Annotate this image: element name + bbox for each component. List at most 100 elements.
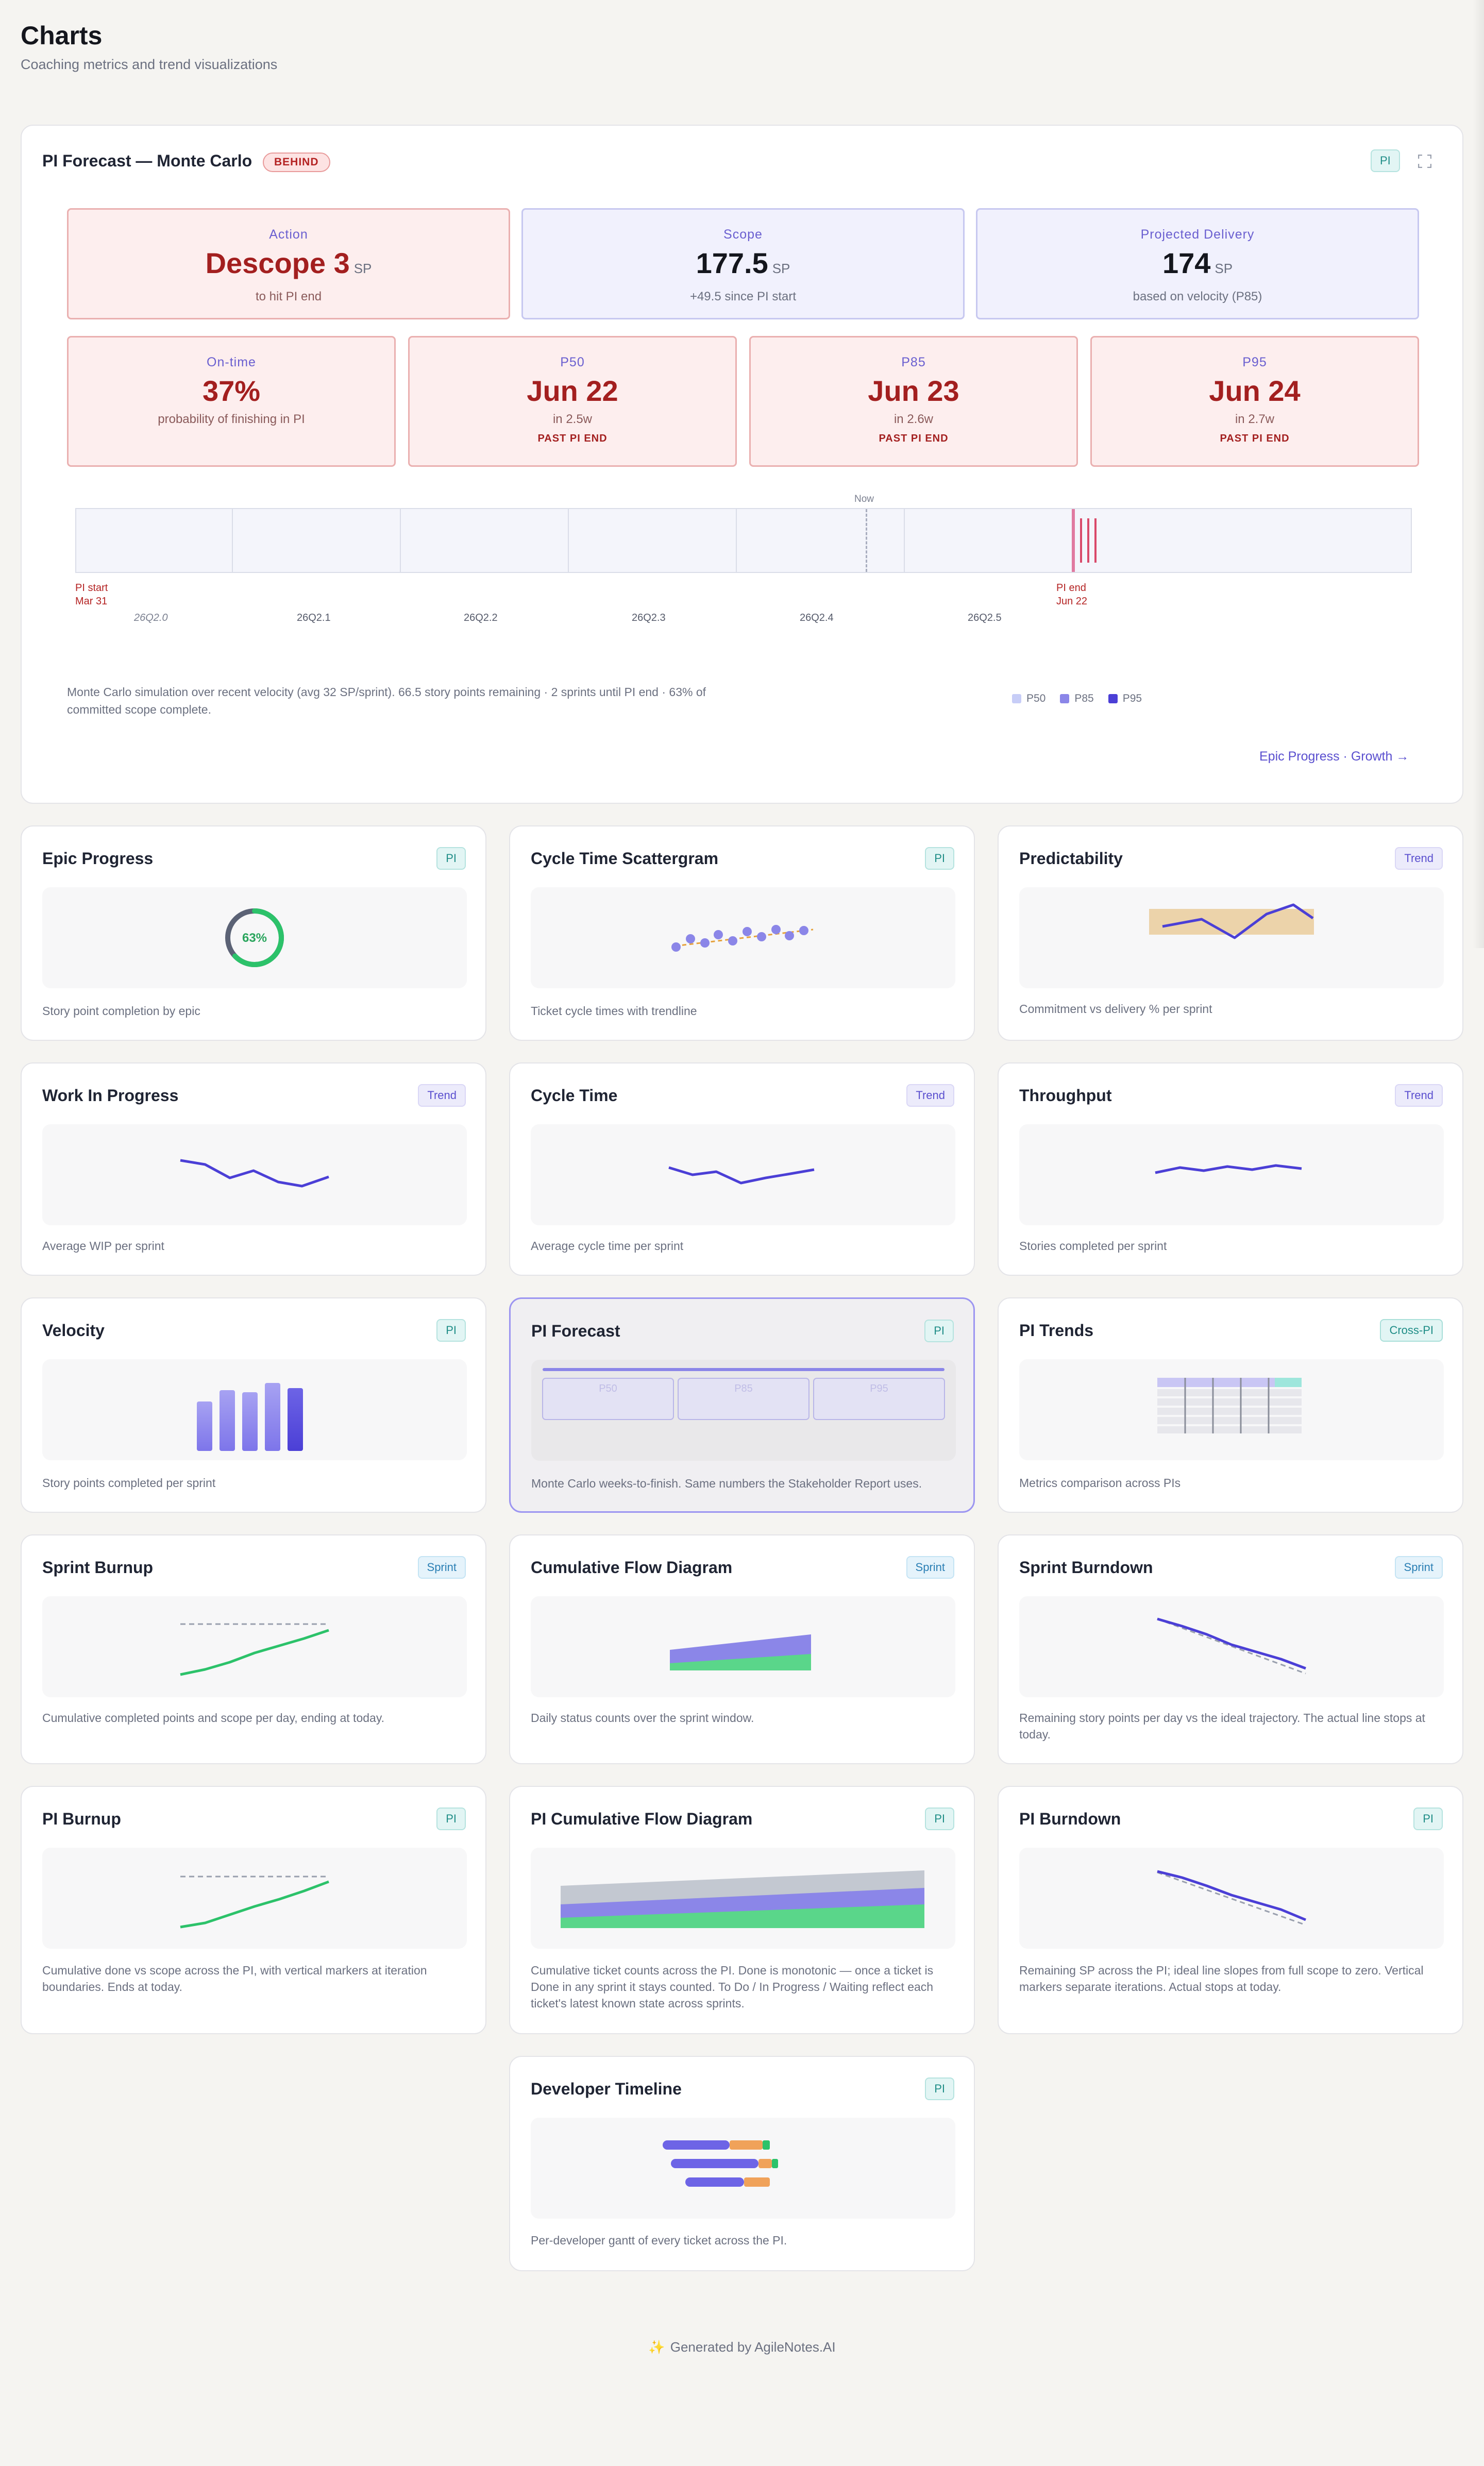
card-preview [531, 1596, 955, 1697]
card-title: PI Forecast [531, 1322, 620, 1340]
p50-stat: P50 Jun 22 in 2.5w PAST PI END [408, 336, 737, 467]
card-tag: PI [925, 1808, 954, 1830]
card-desc: Daily status counts over the sprint wind… [531, 1711, 754, 1725]
cycle-time-thumbnail [668, 1166, 815, 1185]
sparkle-icon: ✨ [648, 2339, 665, 2355]
card-title: PI Burnup [42, 1810, 121, 1828]
card-velocity[interactable]: Velocity PI Story points completed per s… [21, 1297, 486, 1513]
legend-item: P50 [1012, 692, 1045, 705]
iteration-divider [568, 509, 569, 572]
card-throughput[interactable]: Throughput Trend Stories completed per s… [998, 1062, 1463, 1276]
card-title: Velocity [42, 1321, 105, 1340]
stat-value: 37% [202, 375, 261, 407]
card-preview [42, 1359, 467, 1460]
card-desc: Monte Carlo weeks-to-finish. Same number… [531, 1477, 922, 1490]
card-predictability[interactable]: Predictability Trend Commitment vs deliv… [998, 825, 1463, 1041]
card-desc: Story points completed per sprint [42, 1476, 216, 1490]
stat-value: Jun 23 [868, 375, 959, 407]
footer-text: Generated by AgileNotes.AI [670, 2339, 836, 2355]
card-desc: Stories completed per sprint [1019, 1239, 1167, 1253]
legend-item: P95 [1108, 692, 1142, 705]
epic-progress-growth-link[interactable]: Epic Progress · Growth → [1259, 749, 1409, 764]
now-marker [866, 509, 867, 572]
card-title: Sprint Burndown [1019, 1558, 1153, 1577]
card-pi-trends[interactable]: PI Trends Cross-PI Metrics comparison ac… [998, 1297, 1463, 1513]
stat-value: 174 SP [1162, 247, 1233, 279]
iteration-divider [904, 509, 905, 572]
card-tag: Trend [1395, 847, 1443, 870]
card-work-in-progress[interactable]: Work In Progress Trend Average WIP per s… [21, 1062, 486, 1276]
predictability-thumbnail [1149, 903, 1314, 939]
pi-trends-thumbnail [1157, 1378, 1302, 1433]
card-preview [1019, 887, 1444, 988]
iteration-label: 26Q2.2 [464, 612, 498, 623]
stat-value: Jun 22 [527, 375, 618, 407]
card-desc: Average WIP per sprint [42, 1239, 164, 1253]
legend-swatch [1108, 694, 1118, 703]
stat-label: Action [269, 227, 308, 242]
svg-text:P50: P50 [599, 1383, 617, 1394]
pi-burndown-thumbnail [1157, 1870, 1306, 1926]
now-label: Now [854, 494, 874, 504]
card-preview: P50 P85 P95 [531, 1360, 956, 1461]
sprint-burnup-thumbnail [180, 1623, 329, 1676]
footer: ✨ Generated by AgileNotes.AI [0, 2339, 1484, 2355]
stat-sub: to hit PI end [255, 290, 322, 303]
card-sprint-burnup[interactable]: Sprint Burnup Sprint Cumulative complete… [21, 1534, 486, 1764]
p85-marker [1087, 518, 1089, 563]
card-pi-cumulative-flow[interactable]: PI Cumulative Flow Diagram PI Cumulative… [509, 1786, 975, 2034]
card-tag: PI [1413, 1808, 1443, 1830]
page-header: Charts Coaching metrics and trend visual… [21, 21, 277, 73]
card-tag: PI [925, 2077, 954, 2100]
scope-stat: Scope 177.5 SP +49.5 since PI start [521, 208, 965, 319]
card-title: Cycle Time Scattergram [531, 849, 719, 868]
card-title: Epic Progress [42, 849, 154, 868]
card-cumulative-flow[interactable]: Cumulative Flow Diagram Sprint Daily sta… [509, 1534, 975, 1764]
page-subtitle: Coaching metrics and trend visualization… [21, 57, 278, 72]
donut-label: 63% [242, 931, 267, 945]
card-pi-burndown[interactable]: PI Burndown PI Remaining SP across the P… [998, 1786, 1463, 2034]
card-desc: Average cycle time per sprint [531, 1239, 684, 1253]
stat-value: Jun 24 [1209, 375, 1301, 407]
pi-timeline [75, 508, 1412, 573]
p95-marker [1094, 518, 1097, 563]
stat-label: On-time [207, 355, 256, 369]
card-desc: Per-developer gantt of every ticket acro… [531, 2234, 787, 2247]
svg-text:P95: P95 [870, 1383, 888, 1394]
card-desc: Ticket cycle times with trendline [531, 1004, 697, 1018]
stat-label: P50 [560, 355, 585, 369]
legend-swatch [1012, 694, 1021, 703]
card-cycle-time-scattergram[interactable]: Cycle Time Scattergram PI Ticket cycle t… [509, 825, 975, 1041]
card-preview [531, 2118, 955, 2219]
iteration-label: 26Q2.5 [968, 612, 1002, 623]
card-cycle-time[interactable]: Cycle Time Trend Average cycle time per … [509, 1062, 975, 1276]
velocity-thumbnail [197, 1383, 303, 1451]
card-pi-forecast[interactable]: PI Forecast PI P50 P85 P95 Monte Carlo w… [509, 1297, 975, 1513]
iteration-divider [736, 509, 737, 572]
card-tag: Trend [1395, 1084, 1443, 1107]
scatter-thumbnail [671, 925, 814, 952]
card-title: Predictability [1019, 849, 1123, 868]
card-developer-timeline[interactable]: Developer Timeline PI Per-developer gant… [509, 2056, 975, 2271]
card-title: Throughput [1019, 1086, 1112, 1105]
iteration-divider [232, 509, 233, 572]
card-desc: Metrics comparison across PIs [1019, 1476, 1181, 1490]
pi-forecast-thumbnail: P50 P85 P95 [542, 1368, 945, 1420]
stat-value: 177.5 SP [696, 247, 790, 279]
card-tag: Sprint [1394, 1556, 1443, 1579]
card-tag: Trend [906, 1084, 954, 1107]
p95-stat: P95 Jun 24 in 2.7w PAST PI END [1090, 336, 1419, 467]
card-title: Cycle Time [531, 1086, 618, 1105]
card-sprint-burndown[interactable]: Sprint Burndown Sprint Remaining story p… [998, 1534, 1463, 1764]
cfd-thumbnail [670, 1634, 811, 1670]
past-end-warning: PAST PI END [879, 433, 949, 444]
card-epic-progress[interactable]: Epic Progress PI 63% Story point complet… [21, 825, 486, 1041]
stat-sub: in 2.7w [1235, 412, 1275, 426]
card-preview [42, 1124, 467, 1225]
card-preview [531, 1848, 955, 1949]
card-pi-burnup[interactable]: PI Burnup PI Cumulative done vs scope ac… [21, 1786, 486, 2034]
expand-icon[interactable] [1418, 155, 1431, 168]
pi-end-label: PI end Jun 22 [1056, 582, 1088, 607]
card-title: PI Cumulative Flow Diagram [531, 1810, 753, 1828]
card-desc: Cumulative done vs scope across the PI, … [42, 1964, 427, 1994]
